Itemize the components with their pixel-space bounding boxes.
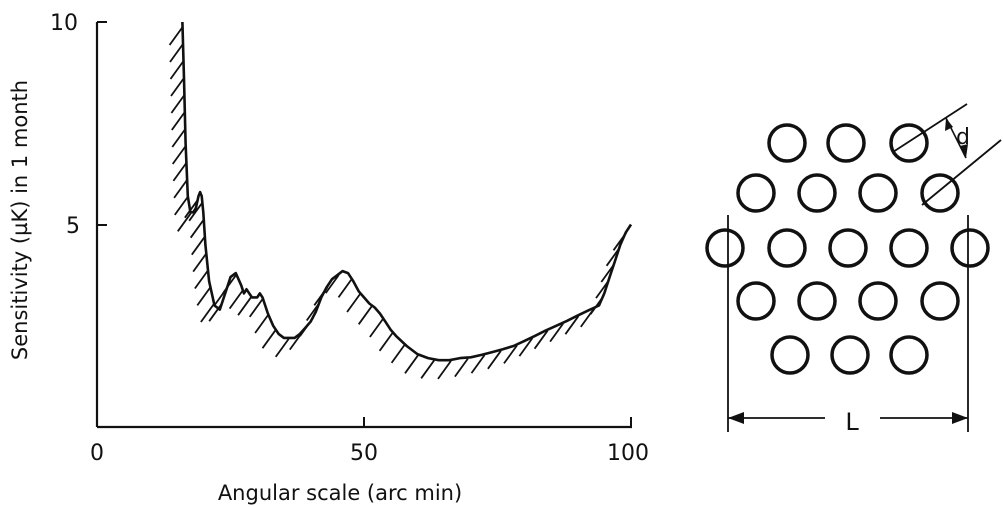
array-element-1-3 (920, 173, 960, 213)
hatch-mark (191, 236, 206, 256)
hatch-mark (169, 60, 185, 80)
hatch-mark (404, 354, 419, 374)
array-element-3-3 (920, 281, 960, 321)
array-element-1-2 (858, 173, 898, 213)
hatch-mark (169, 43, 184, 63)
y-tick-label-5: 5 (66, 214, 80, 239)
hatch-mark (420, 359, 435, 379)
hatch-mark (170, 77, 185, 97)
array-element-2-4 (950, 228, 990, 268)
spacing-extension-lower (921, 139, 1002, 206)
hatch-mark (470, 354, 486, 374)
array-element-3-0 (736, 281, 776, 321)
spacing-extension-upper (892, 103, 968, 153)
hatch-mark (171, 128, 187, 148)
hatch-mark (174, 196, 189, 216)
hatch-mark (346, 293, 361, 313)
hatch-mark (487, 350, 502, 370)
hatch-mark (172, 162, 188, 182)
hatch-mark (503, 344, 518, 364)
hatch-mark (337, 278, 353, 298)
hatch-mark (357, 305, 373, 325)
hatch-mark (274, 338, 290, 358)
x-tick-label-0: 0 (90, 441, 104, 466)
array-element-3-1 (797, 281, 837, 321)
hatch-mark (228, 290, 244, 310)
array-element-3-2 (858, 281, 898, 321)
hatch-mark (261, 329, 277, 349)
hatch-mark (254, 314, 269, 334)
array-element-0-1 (826, 123, 866, 163)
hatch-mark (170, 94, 186, 114)
x-tick-label-100: 100 (607, 441, 649, 466)
array-element-1-0 (736, 173, 776, 213)
array-diagram: L d (705, 103, 1002, 436)
array-element-0-0 (767, 123, 807, 163)
hatch-mark (369, 318, 384, 338)
hatch-mark (518, 337, 534, 357)
array-element-4-0 (770, 335, 810, 375)
hatch-mark (189, 219, 205, 239)
x-axis-title: Angular scale (arc min) (218, 481, 462, 505)
array-element-2-2 (828, 228, 868, 268)
hatch-mark (437, 360, 452, 380)
hatch-mark (171, 111, 186, 131)
hatch-mark (171, 145, 187, 165)
series-line-0 (181, 21, 633, 362)
spacing-label: d (956, 125, 970, 150)
chart: 10 5 0 50 100 Angular scale (arc min) Se… (8, 11, 649, 505)
hatch-mark (173, 179, 188, 199)
hatch-mark (324, 274, 340, 294)
hatch-mark (196, 286, 212, 306)
extent-label: L (845, 408, 859, 436)
hatch-mark (194, 269, 209, 290)
array-element-0-2 (889, 123, 929, 163)
extent-arrow-left (728, 412, 744, 424)
array-element-4-2 (889, 335, 929, 375)
hatch-mark (177, 212, 192, 232)
spacing-arrow-upper (945, 118, 953, 131)
hatch-mark (200, 303, 215, 323)
array-element-1-1 (797, 173, 837, 213)
hatch-mark (192, 253, 207, 273)
array-element-2-1 (767, 228, 807, 268)
hatch-mark (248, 298, 264, 318)
hatch-mark (454, 358, 469, 378)
extent-arrow-right (952, 412, 968, 424)
spacing-arrow-lower (960, 144, 968, 158)
circle-array (705, 123, 990, 375)
y-tick-label-10: 10 (50, 11, 78, 36)
hatch-mark (564, 315, 580, 335)
hatch-mark (188, 202, 203, 222)
array-element-4-1 (830, 335, 870, 375)
hatch-mark (237, 296, 252, 316)
array-element-2-0 (705, 228, 745, 268)
hatch-mark (390, 344, 406, 364)
x-tick-label-50: 50 (350, 441, 378, 466)
y-axis-title: Sensitivity (µK) in 1 month (8, 80, 32, 360)
hatch-mark (168, 26, 184, 46)
hatch-mark (549, 323, 564, 343)
hatch-mark (378, 332, 394, 352)
hatch-mark (533, 330, 549, 350)
array-element-2-3 (889, 228, 929, 268)
